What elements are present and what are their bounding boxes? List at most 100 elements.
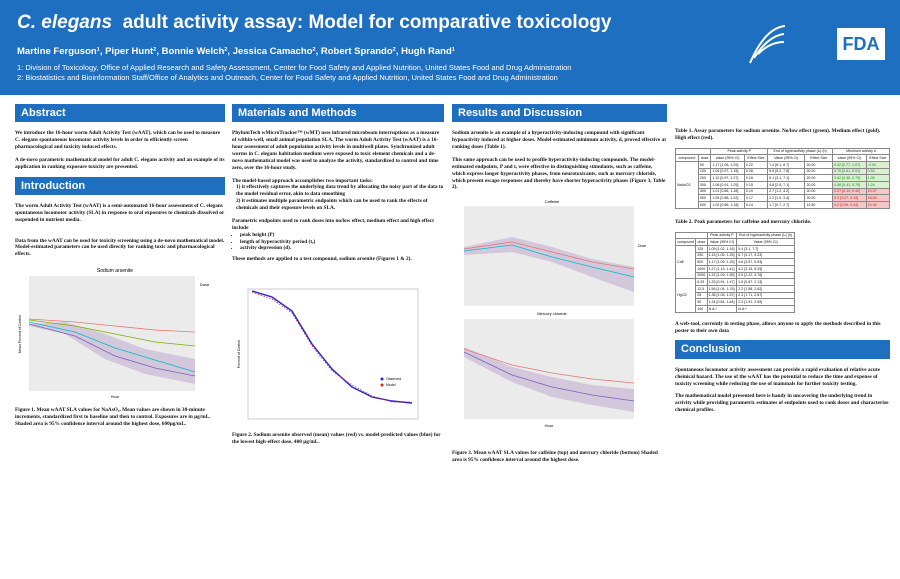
table-row: 400 1.01 [0.86, 1.16] 0.19 2.7 [1.2, 4.2] 20… xyxy=(676,187,891,196)
dose-line xyxy=(28,319,196,347)
table-cell: NaAsO2 xyxy=(675,161,699,209)
table-cell: 250 xyxy=(695,251,708,260)
table-header-row: Peak activity P End of hyperactivity phas… xyxy=(674,147,890,156)
table-cell: 0.19 xyxy=(743,187,769,196)
table-cell: 20.00 xyxy=(804,194,834,203)
section-heading: Materials and Methods xyxy=(232,104,444,123)
table-cell: 300 xyxy=(697,181,712,189)
task: 1) it effectively captures the underlyin… xyxy=(236,184,444,198)
table-cell: 6.25 xyxy=(695,278,708,287)
table-cell: 1.33 [0.91, 1.47] xyxy=(706,278,738,287)
table-cell: 400 xyxy=(697,187,712,196)
table-header-cell xyxy=(675,231,708,240)
table-cell: 5.4 [3.1, 7.7] xyxy=(736,245,795,253)
table-cell: 2000 xyxy=(695,271,708,280)
axis-label: Hour xyxy=(545,423,554,428)
title: C. elegans adult activity assay: Model f… xyxy=(17,12,611,34)
table-header-cell: Value (95% CI) xyxy=(767,154,806,163)
table-row: 500 1.05 [0.88, 1.22] 0.17 2.2 [1.0, 3.4] 20… xyxy=(676,194,891,203)
legend-label: Observed xyxy=(386,377,401,381)
confidence-band xyxy=(29,322,195,385)
table-cell: 20.00 xyxy=(804,167,834,176)
table-cell: 1.02 [0.86, 1.18] xyxy=(710,201,745,209)
plot-title: Mercury chloride xyxy=(537,311,567,316)
table-cell: 2.3 [1.71, 2.87] xyxy=(736,291,795,300)
table-header-cell: Value (95% CI) xyxy=(736,238,795,246)
axis-label: Mean Percent of Control xyxy=(18,315,22,353)
left-column: Abstract We introduce the 16-hour worm A… xyxy=(15,104,225,434)
figure-1: Sodium arsenite Dose Hour Mean Percent o… xyxy=(18,268,210,399)
right-column: Table 1. Assay parameters for sodium ars… xyxy=(674,128,891,420)
axis-label: Percent of Control xyxy=(237,340,241,368)
table-row: HgCl2 6.25 1.33 [0.91, 1.47] 1.5 [0.87, 2.1… xyxy=(674,278,795,313)
paragraph: A de-novo parametric mathematical model … xyxy=(15,156,225,170)
section-heading: Introduction xyxy=(15,176,225,195)
dose-line xyxy=(463,244,635,278)
confidence-band xyxy=(464,237,634,293)
table-cell: 0.53 xyxy=(865,167,891,176)
table-cell: 0.92 [0.77, 1.07] xyxy=(832,161,867,169)
table-row: 100 1.06 [0.97, 1.15] 0.28 6.5 [5.2, 7.8] 20… xyxy=(676,167,891,176)
table-cell: 0.62 [0.45, 0.79] xyxy=(832,174,867,183)
table-cell: 1.08 [0.91, 1.25] xyxy=(710,181,745,189)
task: 2) it estimates multiple parametric endp… xyxy=(236,198,428,212)
table-cell: 1.12 [0.97, 1.27] xyxy=(710,174,745,183)
table-cell: 3.5 [2.22, 4.78] xyxy=(736,271,795,280)
axis-label: Hour xyxy=(111,394,120,399)
confidence-band xyxy=(464,347,634,413)
figure-2: Observed Model Percent of Control xyxy=(237,288,419,420)
plot-title: Caffeine xyxy=(545,199,561,204)
dose-line xyxy=(28,318,196,333)
table-header-cell: dose xyxy=(697,154,712,163)
table-cell: 15.37 xyxy=(865,187,891,196)
paragraph: The model-based approach accomplishes tw… xyxy=(232,177,373,184)
paragraph: We introduce the 16-hour worm Adult Acti… xyxy=(15,130,221,151)
table-cell: 20.00 xyxy=(804,161,834,169)
title-rest: adult activity assay: Model for comparat… xyxy=(122,12,612,33)
table-cell: 2.2 [1.58, 2.82] xyxy=(736,285,795,293)
table-header-cell: dose xyxy=(695,238,708,246)
table-cell: 20.00 xyxy=(804,174,834,183)
table-cell: 4.2 [3.15, 5.25] xyxy=(736,265,795,273)
table-cell: N.A.* xyxy=(736,305,795,313)
figure-caption: Figure 2. Sodium arsenite observed (mean… xyxy=(232,432,441,445)
table-cell: 600 xyxy=(697,201,712,209)
table-header-cell: compound xyxy=(674,238,697,246)
table-cell: 6.5 [5.2, 7.8] xyxy=(767,167,806,176)
table-cell: 5.1 [3.1, 7.1] xyxy=(767,174,806,183)
section-heading: Conclusion xyxy=(675,340,890,359)
fda-logo: FDA xyxy=(837,28,885,60)
table-cell: N.A.* xyxy=(706,305,738,313)
table-header-row: compound dose value (95% CI) Effect Size Val… xyxy=(675,154,891,163)
table-cell: 1.5 [0.87, 2.13] xyxy=(736,278,795,287)
paragraph: Parametric endpoints used to rank doses … xyxy=(232,217,434,231)
table-cell: 50 xyxy=(697,161,712,169)
table-cell: -0.04 xyxy=(865,161,891,169)
table-2: Peak activity P End of hyperactivity phas… xyxy=(674,231,795,313)
table-caption: Table 2. Peak parameters for caffeine an… xyxy=(675,218,812,225)
endpoint: length of hyperactivity period (tₑ) xyxy=(240,239,444,246)
table-cell: 12.50 xyxy=(804,201,834,209)
table-cell: 1.15 [1.05, 1.25] xyxy=(706,251,738,260)
dose-line xyxy=(463,348,635,384)
table-1: Peak activity P End of hyperactivity phas… xyxy=(674,147,891,209)
table-cell: 18.89 xyxy=(865,194,891,203)
table-cell: 1.32 [1.09, 1.55] xyxy=(706,271,738,280)
table-cell: 20.00 xyxy=(804,187,834,196)
table-cell: 12.5 xyxy=(695,285,708,293)
paragraph: Data from the wAAT can be used for toxic… xyxy=(15,237,225,258)
table-cell: 1.17 [1.05, 1.29] xyxy=(710,161,745,169)
table-cell: 19.34 xyxy=(865,201,891,209)
table-cell: 0.22 xyxy=(743,161,769,169)
table-cell: 1.05 xyxy=(865,174,891,183)
table-header-cell: Value (95% CI) xyxy=(706,238,738,246)
figure-caption: Figure 3. Mean wAAT SLA values for caffe… xyxy=(452,450,658,464)
affiliation: 2: Biostatistics and Bioinformation Staf… xyxy=(17,73,558,82)
paragraph: Sodium arsenite is an example of a hyper… xyxy=(452,130,667,151)
paragraph: PhylumTech wMicroTracker™ (wMT) uses inf… xyxy=(232,130,440,171)
table-header-cell: End of hyperactivity phase (tₑ) (h) xyxy=(767,147,834,156)
table-cell: 6.7 [4.17, 9.23] xyxy=(736,251,795,260)
endpoint: peak height (P) xyxy=(240,232,444,239)
paragraph: These methods are applied to a test comp… xyxy=(232,256,412,263)
